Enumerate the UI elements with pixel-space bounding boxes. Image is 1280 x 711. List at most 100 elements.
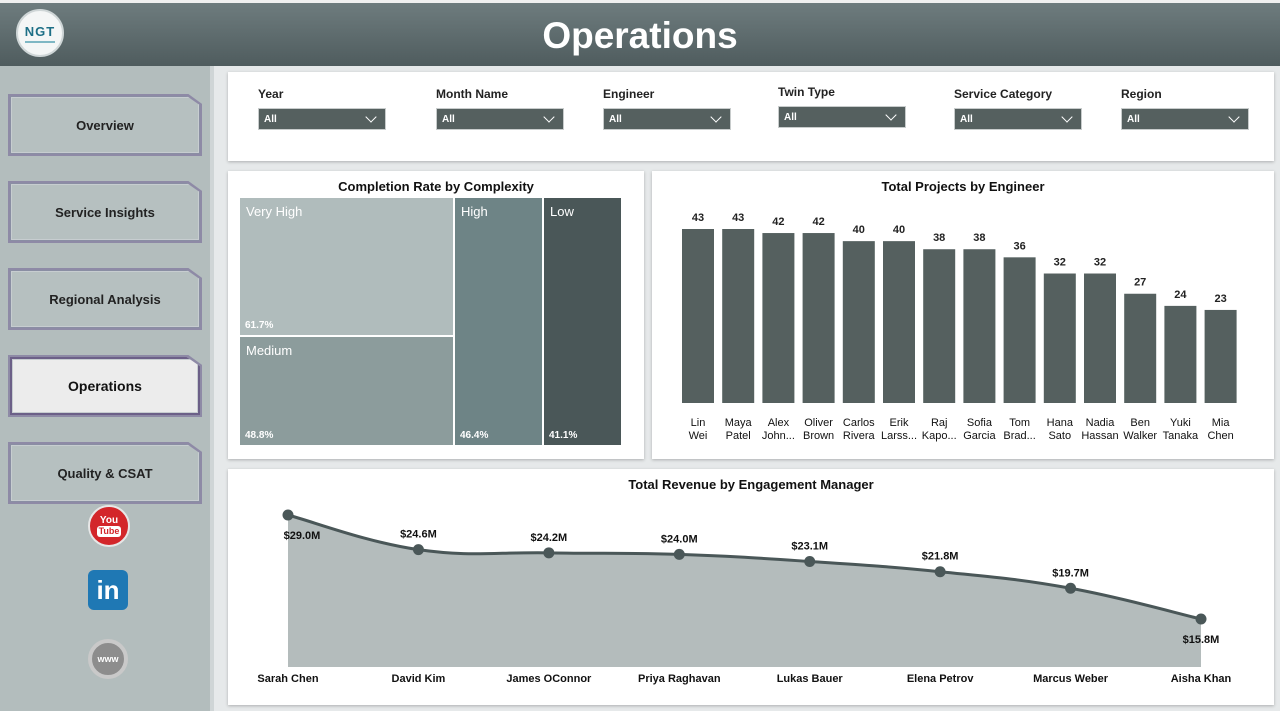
x-tick-label: Garcia	[963, 430, 996, 442]
treemap-tile-very-high[interactable]: Very High 61.7%	[240, 198, 455, 337]
service-category-dropdown[interactable]: All	[954, 108, 1082, 130]
region-dropdown[interactable]: All	[1121, 108, 1249, 130]
linkedin-icon[interactable]: in	[88, 570, 128, 610]
bar[interactable]	[1204, 309, 1237, 403]
data-point[interactable]	[934, 566, 946, 578]
filter-year: Year All	[258, 87, 386, 130]
tile-label: Low	[550, 204, 574, 219]
data-point[interactable]	[804, 555, 816, 567]
data-point[interactable]	[412, 544, 424, 556]
x-tick-label: Chen	[1207, 430, 1233, 442]
dropdown-value: All	[784, 111, 797, 123]
data-point[interactable]	[673, 548, 685, 560]
data-point[interactable]	[543, 547, 555, 559]
youtube-icon[interactable]: You Tube	[88, 505, 130, 547]
bar[interactable]	[1164, 305, 1197, 403]
data-point[interactable]	[1195, 613, 1207, 625]
month-name-dropdown[interactable]: All	[436, 108, 564, 130]
nav-operations-button[interactable]: Operations	[10, 357, 200, 415]
data-label: $21.8M	[922, 551, 959, 563]
logo-underline	[25, 40, 55, 43]
bar[interactable]	[842, 241, 875, 403]
filter-engineer: Engineer All	[603, 87, 731, 130]
sidebar: Overview Service Insights Regional Analy…	[0, 66, 214, 711]
chevron-down-icon	[1061, 111, 1073, 123]
filter-region: Region All	[1121, 87, 1249, 130]
company-logo[interactable]: NGT	[16, 9, 64, 57]
bar-value-label: 36	[1013, 240, 1025, 252]
treemap-tile-low[interactable]: Low 41.1%	[544, 198, 623, 447]
logo-text: NGT	[24, 23, 56, 39]
nav-service-insights-button[interactable]: Service Insights	[10, 183, 200, 241]
data-label: $24.0M	[661, 533, 698, 545]
filter-label: Engineer	[603, 87, 655, 101]
x-tick-label: Mia	[1212, 417, 1231, 429]
filters-panel: Year All Month Name All Engineer All Twi…	[228, 72, 1274, 161]
nav-regional-analysis-button[interactable]: Regional Analysis	[10, 270, 200, 328]
bar-value-label: 32	[1094, 257, 1106, 269]
data-label: $29.0M	[284, 530, 321, 542]
bar-value-label: 24	[1174, 289, 1187, 301]
bar-value-label: 32	[1054, 257, 1066, 269]
bar[interactable]	[1043, 273, 1076, 403]
engineer-dropdown[interactable]: All	[603, 108, 731, 130]
data-label: $19.7M	[1052, 567, 1089, 579]
bar-value-label: 42	[812, 216, 824, 228]
x-tick-label: Ben	[1130, 417, 1150, 429]
x-tick-label: Nadia	[1086, 417, 1116, 429]
tile-value: 46.4%	[460, 430, 489, 441]
bar[interactable]	[722, 229, 755, 403]
x-tick-label: Erik	[890, 417, 909, 429]
x-tick-label: Sofia	[967, 417, 993, 429]
data-point[interactable]	[282, 509, 294, 521]
x-tick-label: Yuki	[1170, 417, 1191, 429]
x-tick-label: Larss...	[881, 430, 917, 442]
tile-value: 41.1%	[549, 430, 578, 441]
treemap-tile-high[interactable]: High 46.4%	[455, 198, 544, 447]
bar[interactable]	[682, 229, 714, 403]
nav-quality-csat-button[interactable]: Quality & CSAT	[10, 444, 200, 502]
x-tick-label: Raj	[931, 417, 948, 429]
bar[interactable]	[923, 249, 956, 403]
bar[interactable]	[1124, 293, 1157, 403]
filter-label: Month Name	[436, 87, 508, 101]
website-label: www	[97, 654, 119, 664]
x-tick-label: Sarah Chen	[257, 673, 318, 685]
filter-month-name: Month Name All	[436, 87, 564, 130]
data-label: $15.8M	[1183, 634, 1220, 646]
x-tick-label: Rivera	[843, 430, 876, 442]
data-point[interactable]	[1065, 582, 1077, 594]
dropdown-value: All	[442, 113, 455, 125]
treemap-title: Completion Rate by Complexity	[338, 179, 534, 194]
bar-value-label: 38	[973, 232, 985, 244]
treemap-tile-medium[interactable]: Medium 48.8%	[240, 337, 455, 447]
x-tick-label: Tom	[1009, 417, 1030, 429]
header-bar: NGT Operations	[0, 0, 1280, 66]
youtube-label-bottom: Tube	[96, 526, 122, 537]
website-icon[interactable]: www	[88, 639, 128, 679]
bar[interactable]	[963, 249, 996, 403]
twin-type-dropdown[interactable]: All	[778, 106, 906, 128]
bar[interactable]	[1084, 273, 1116, 403]
bar-value-label: 40	[853, 224, 865, 236]
filter-label: Twin Type	[778, 85, 835, 99]
bar[interactable]	[802, 233, 835, 403]
nav-overview-button[interactable]: Overview	[10, 96, 200, 154]
bar[interactable]	[883, 241, 915, 403]
revenue-by-manager-panel: Total Revenue by Engagement Manager $29.…	[228, 469, 1274, 705]
chevron-down-icon	[365, 111, 377, 123]
x-tick-label: Carlos	[843, 417, 875, 429]
area-line	[287, 513, 1202, 621]
bar[interactable]	[1003, 257, 1036, 403]
tile-value: 48.8%	[245, 430, 274, 441]
x-tick-label: Brad...	[1003, 430, 1035, 442]
year-dropdown[interactable]: All	[258, 108, 386, 130]
bar-value-label: 27	[1134, 277, 1146, 289]
dropdown-value: All	[264, 113, 277, 125]
bar[interactable]	[762, 233, 795, 403]
dropdown-value: All	[609, 113, 622, 125]
bar-value-label: 40	[893, 224, 905, 236]
x-tick-label: Tanaka	[1163, 430, 1199, 442]
filter-twin-type: Twin Type All	[778, 85, 906, 128]
filter-label: Region	[1121, 87, 1162, 101]
